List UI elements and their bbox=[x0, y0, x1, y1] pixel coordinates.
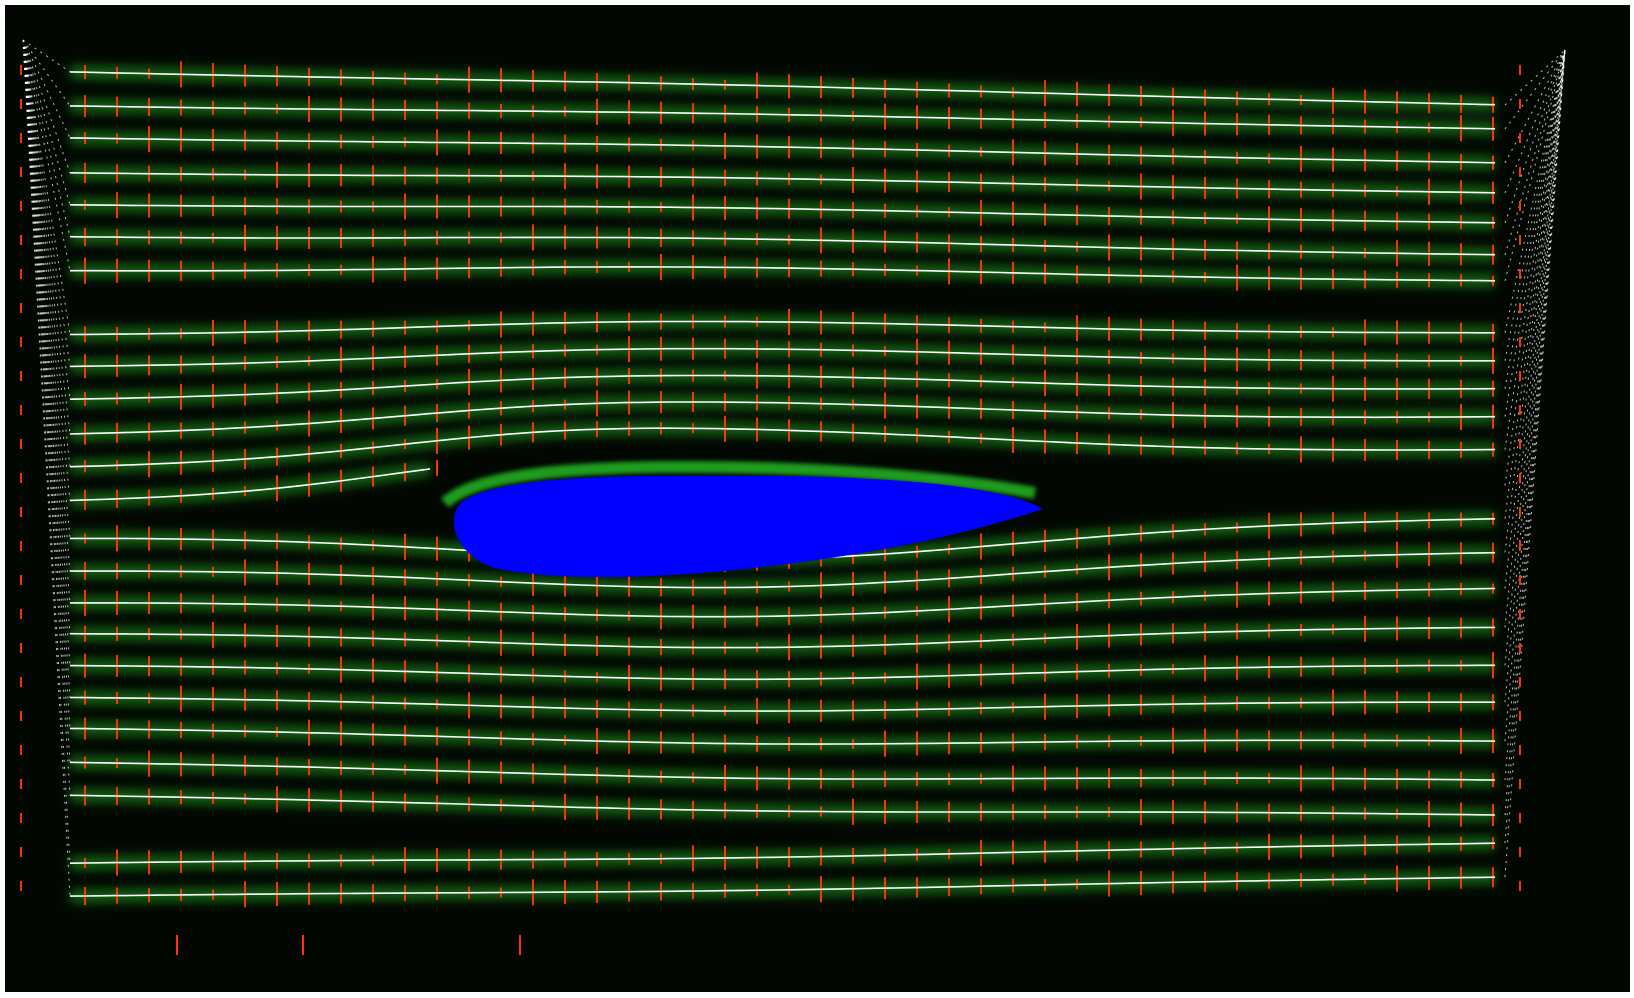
edge-dot-line-left bbox=[22, 39, 71, 897]
streamline bbox=[69, 761, 1496, 781]
edge-dot-line-left bbox=[22, 39, 71, 237]
streamline bbox=[69, 172, 1496, 194]
streamline bbox=[69, 137, 1496, 164]
edge-dot-line-right bbox=[1504, 49, 1566, 628]
edge-dot-line-left bbox=[22, 39, 71, 400]
edge-dot-line-right bbox=[1504, 49, 1566, 256]
streamline bbox=[69, 794, 1496, 816]
edge-dot-line-left bbox=[22, 39, 71, 698]
streamlines-layer bbox=[69, 71, 1496, 897]
airfoil-upper-glow bbox=[440, 460, 1037, 508]
flow-visualization bbox=[5, 5, 1630, 992]
edge-dot-line-left bbox=[22, 39, 71, 205]
streamline bbox=[69, 664, 1495, 681]
edge-dot-line-left bbox=[22, 39, 71, 572]
edge-dot-line-left bbox=[22, 39, 71, 435]
edge-dot-line-right bbox=[1504, 49, 1566, 224]
streamline bbox=[69, 105, 1496, 130]
edge-dot-line-right bbox=[1504, 49, 1566, 389]
flow-visualization-frame bbox=[5, 5, 1630, 992]
edge-dot-line-left bbox=[22, 39, 71, 73]
edge-dot-line-right bbox=[1504, 49, 1566, 450]
streamline bbox=[69, 204, 1496, 224]
streamline bbox=[69, 876, 1496, 897]
edge-dot-line-left bbox=[22, 39, 71, 335]
streamline bbox=[69, 347, 1495, 368]
edge-dot-line-right bbox=[1504, 49, 1566, 666]
edge-dot-line-left bbox=[22, 39, 71, 271]
edge-dot-line-right bbox=[1504, 49, 1566, 519]
edge-dot-line-right bbox=[1504, 49, 1566, 130]
edge-dot-line-right bbox=[1504, 49, 1566, 164]
streamline bbox=[69, 696, 1495, 712]
edge-dot-line-left bbox=[22, 39, 71, 173]
edge-dot-line-left bbox=[22, 39, 71, 367]
streamline bbox=[69, 235, 1496, 256]
airfoil bbox=[453, 475, 1043, 578]
streamline bbox=[69, 374, 1496, 400]
streamline bbox=[70, 551, 1496, 589]
edge-dot-line-right bbox=[1504, 49, 1566, 417]
streamline bbox=[69, 468, 431, 502]
edge-dot-line-left bbox=[22, 39, 71, 501]
streamline bbox=[69, 626, 1496, 649]
streamline bbox=[70, 266, 1496, 282]
streamline bbox=[69, 427, 1496, 468]
edge-dot-line-right bbox=[1504, 49, 1566, 553]
streamline bbox=[70, 587, 1496, 618]
edge-dots-layer bbox=[22, 39, 1566, 897]
edge-dot-line-left bbox=[22, 39, 71, 603]
edge-dot-line-right bbox=[1504, 49, 1566, 816]
streamline bbox=[69, 71, 1496, 106]
streamline bbox=[69, 401, 1496, 435]
edge-dot-line-right bbox=[1504, 49, 1566, 281]
streamline bbox=[69, 727, 1496, 745]
edge-dot-line-left bbox=[22, 39, 71, 796]
edge-dot-line-left bbox=[22, 39, 71, 467]
edge-dot-line-right bbox=[1504, 49, 1566, 194]
edge-dot-line-right bbox=[1504, 49, 1566, 878]
edge-dot-line-left bbox=[22, 39, 71, 729]
streamline bbox=[69, 842, 1496, 864]
streamline bbox=[69, 320, 1495, 336]
edge-dot-line-left bbox=[22, 39, 71, 864]
